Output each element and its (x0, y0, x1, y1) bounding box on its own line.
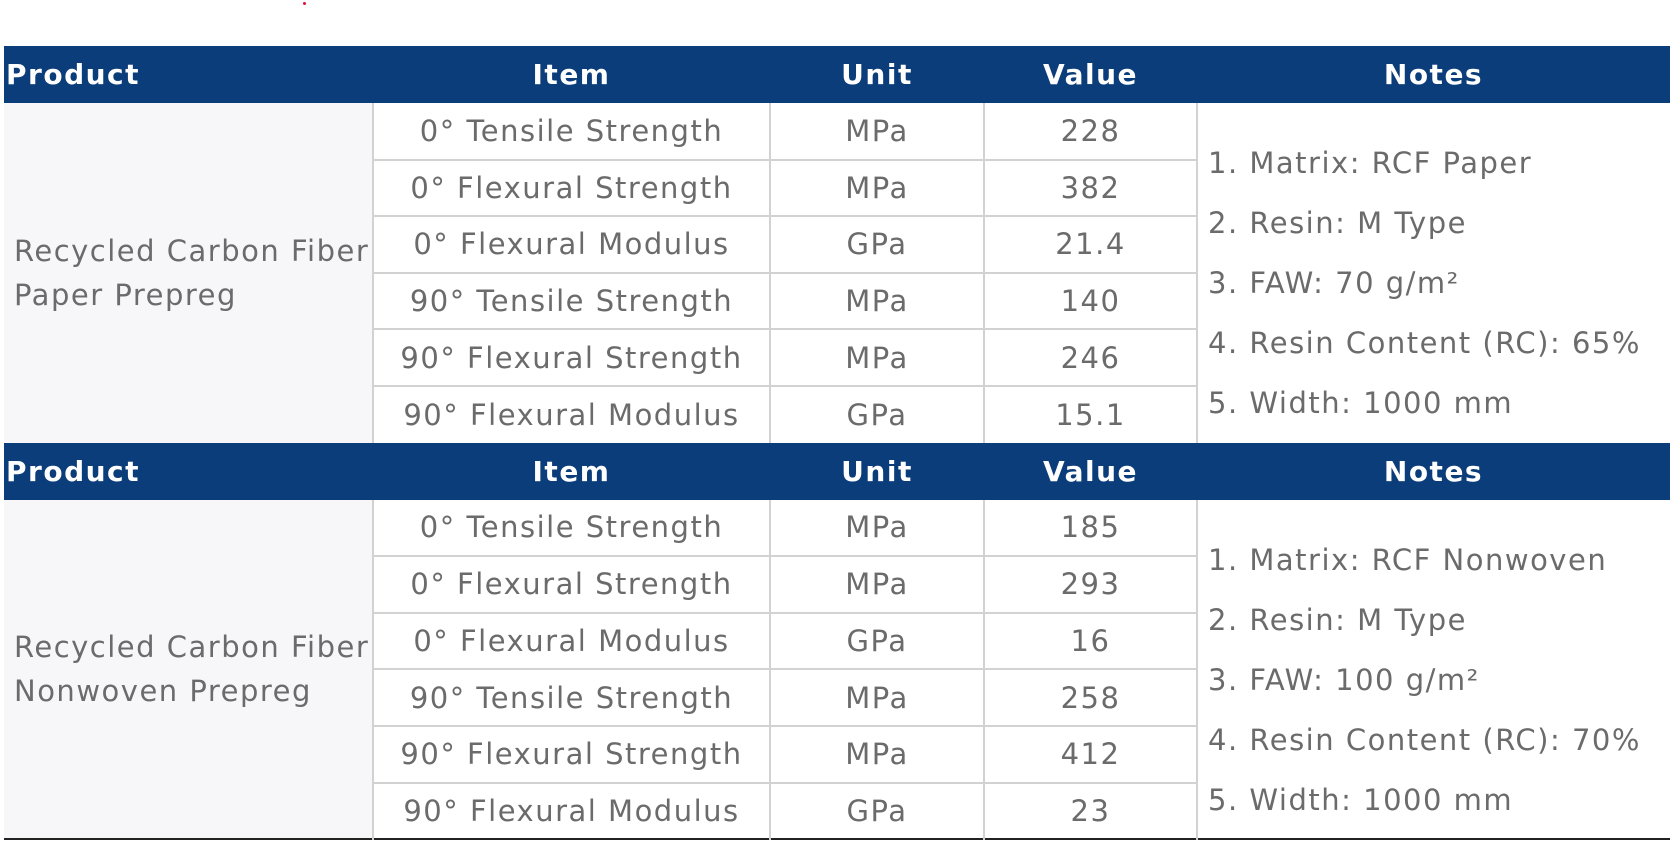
unit-cell: GPa (769, 612, 984, 671)
table-row: 90° Flexural Modulus GPa 15.1 (4, 385, 1670, 443)
table-row: Recycled Carbon Fiber Paper Prepreg 0° T… (4, 103, 1670, 443)
product-name-line: Paper Prepreg (14, 277, 237, 312)
value-cell: 382 (983, 159, 1197, 218)
table-row: 0° Flexural Strength MPa 382 (4, 159, 1670, 218)
value-cell: 228 (983, 103, 1197, 161)
unit-cell: MPa (769, 329, 984, 387)
item-cell: 90° Flexural Strength (372, 329, 770, 387)
table-bottom-border (4, 838, 1670, 842)
table-row: Recycled Carbon Fiber Nonwoven Prepreg 0… (4, 499, 1670, 840)
header-unit: Unit (770, 442, 984, 500)
table-row: 90° Tensile Strength MPa 140 (4, 272, 1670, 331)
header-item: Item (373, 46, 770, 103)
note-line: 5. Width: 1000 mm (1208, 386, 1514, 420)
item-cell: 0° Flexural Strength (372, 556, 770, 614)
header-unit: Unit (770, 46, 984, 103)
value-cell: 293 (983, 556, 1197, 614)
unit-cell: MPa (769, 159, 984, 218)
item-cell: 90° Tensile Strength (372, 669, 770, 727)
item-cell: 0° Tensile Strength (372, 103, 770, 161)
header-notes: Notes (1197, 442, 1670, 500)
item-cell: 90° Flexural Strength (372, 725, 770, 784)
header-product: Product (4, 442, 373, 500)
unit-cell: MPa (769, 669, 984, 727)
value-cell: 140 (983, 272, 1197, 331)
header-value: Value (984, 442, 1197, 500)
value-cell: 258 (983, 669, 1197, 727)
item-cell: 90° Flexural Modulus (372, 782, 770, 840)
notes-cell: 1. Matrix: RCF Paper 2. Resin: M Type 3.… (1196, 103, 1670, 443)
red-dot-mark (303, 2, 306, 5)
header-item: Item (373, 442, 770, 500)
table-header-row: Product Item Unit Value Notes (4, 442, 1670, 500)
unit-cell: MPa (769, 499, 984, 558)
value-cell: 185 (983, 499, 1197, 558)
note-line: 4. Resin Content (RC): 70% (1208, 722, 1641, 757)
header-notes: Notes (1197, 46, 1670, 103)
product-name-line: Nonwoven Prepreg (14, 673, 312, 708)
note-line: 1. Matrix: RCF Paper (1208, 146, 1533, 180)
table-row: 0° Flexural Strength MPa 293 (4, 556, 1670, 614)
product-name-cell: Recycled Carbon Fiber Nonwoven Prepreg (4, 499, 373, 840)
table-row: 0° Flexural Modulus GPa 21.4 (4, 216, 1670, 274)
item-cell: 90° Flexural Modulus (372, 385, 770, 443)
note-line: 4. Resin Content (RC): 65% (1208, 326, 1641, 360)
note-line: 5. Width: 1000 mm (1208, 782, 1514, 817)
unit-cell: GPa (769, 216, 984, 274)
notes-cell: 1. Matrix: RCF Nonwoven 2. Resin: M Type… (1196, 499, 1670, 840)
value-cell: 21.4 (983, 216, 1197, 274)
note-line: 1. Matrix: RCF Nonwoven (1208, 542, 1608, 577)
product-name-line: Recycled Carbon Fiber (14, 233, 370, 268)
unit-cell: MPa (769, 725, 984, 784)
spec-table: Product Item Unit Value Notes Recycled C… (4, 46, 1670, 842)
value-cell: 412 (983, 725, 1197, 784)
note-line: 2. Resin: M Type (1208, 206, 1467, 240)
table-bottom-rule (4, 838, 1670, 842)
table-row: 90° Tensile Strength MPa 258 (4, 669, 1670, 727)
product-name-cell: Recycled Carbon Fiber Paper Prepreg (4, 103, 373, 443)
table-row: 0° Flexural Modulus GPa 16 (4, 612, 1670, 671)
note-line: 2. Resin: M Type (1208, 602, 1467, 637)
value-cell: 16 (983, 612, 1197, 671)
note-line: 3. FAW: 100 g/m² (1208, 662, 1480, 697)
table-row: 90° Flexural Strength MPa 412 (4, 725, 1670, 784)
item-cell: 0° Flexural Modulus (372, 216, 770, 274)
item-cell: 0° Flexural Modulus (372, 612, 770, 671)
item-cell: 0° Tensile Strength (372, 499, 770, 558)
unit-cell: MPa (769, 556, 984, 614)
unit-cell: MPa (769, 272, 984, 331)
note-line: 3. FAW: 70 g/m² (1208, 266, 1460, 300)
table-row: 90° Flexural Strength MPa 246 (4, 329, 1670, 387)
unit-cell: MPa (769, 103, 984, 161)
item-cell: 90° Tensile Strength (372, 272, 770, 331)
product-name-line: Recycled Carbon Fiber (14, 629, 370, 664)
unit-cell: GPa (769, 782, 984, 840)
item-cell: 0° Flexural Strength (372, 159, 770, 218)
unit-cell: GPa (769, 385, 984, 443)
header-product: Product (4, 46, 373, 103)
value-cell: 246 (983, 329, 1197, 387)
table-row: 90° Flexural Modulus GPa 23 (4, 782, 1670, 840)
value-cell: 23 (983, 782, 1197, 840)
table-header-row: Product Item Unit Value Notes (4, 46, 1670, 103)
value-cell: 15.1 (983, 385, 1197, 443)
header-value: Value (984, 46, 1197, 103)
